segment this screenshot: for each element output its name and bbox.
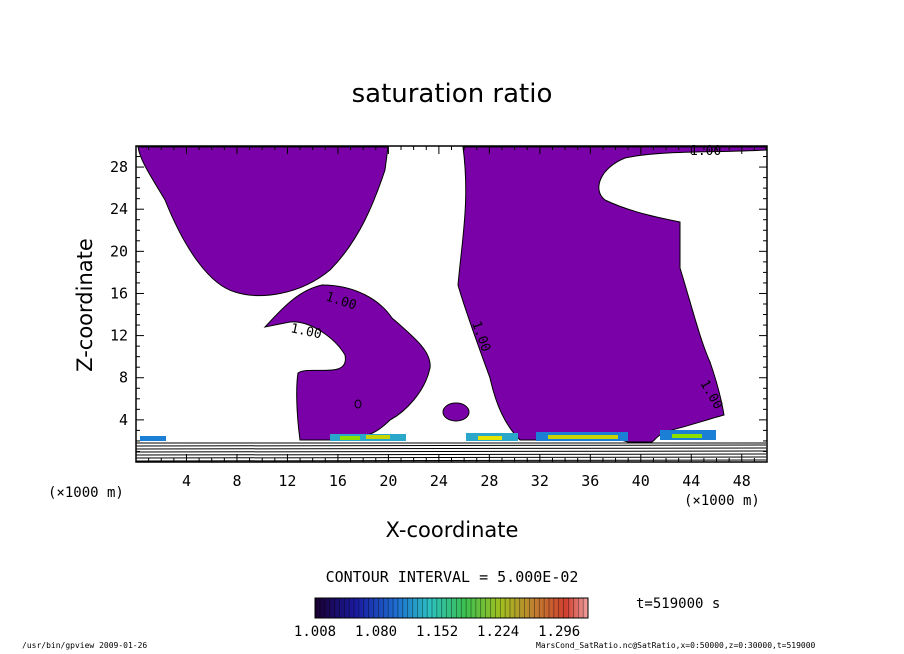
y-tick-label: 20	[110, 242, 128, 260]
time-label: t=519000 s	[636, 596, 720, 612]
y-tick-label: 4	[119, 411, 128, 429]
y-axis-label: Z-coordinate	[73, 238, 97, 372]
region-middle	[263, 284, 431, 441]
x-tick-label: 44	[682, 472, 700, 490]
x-tick-label: 4	[182, 472, 191, 490]
contour-label: 1.00	[289, 321, 323, 342]
x-tick-label: 12	[278, 472, 296, 490]
x-unit-left: (×1000 m)	[48, 485, 124, 501]
region-blob	[442, 402, 470, 422]
contour-label: 1.00	[690, 144, 721, 159]
x-tick-label: 20	[379, 472, 397, 490]
region-left	[137, 146, 389, 297]
x-tick-label: 48	[733, 472, 751, 490]
contour-interval: CONTOUR INTERVAL = 5.000E-02	[326, 568, 579, 586]
x-axis-label: X-coordinate	[386, 518, 519, 542]
plot-area: 1.00 1.00 1.00 1.00 1.00	[135, 144, 768, 463]
colorbar-stripes	[319, 598, 584, 618]
ground-patches	[140, 430, 716, 441]
footer-right: MarsCond_SatRatio.nc@SatRatio,x=0:50000,…	[536, 641, 816, 650]
y-tick-label: 12	[110, 327, 128, 345]
colorbar-tick-label: 1.080	[355, 624, 397, 640]
colorbar-tick-label: 1.224	[477, 624, 519, 640]
x-tick-label: 24	[430, 472, 448, 490]
chart-title: saturation ratio	[352, 79, 553, 109]
colorbar-tick-label: 1.296	[538, 624, 580, 640]
x-tick-label: 32	[531, 472, 549, 490]
colorbar-tick-label: 1.008	[294, 624, 336, 640]
x-axis: 4 8 12 16 20 24 28 32 36 40 44 48	[135, 146, 768, 490]
y-tick-label: 16	[110, 284, 128, 302]
y-tick-label: 28	[110, 158, 128, 176]
colorbar-ticks: 1.008 1.080 1.152 1.224 1.296	[294, 624, 580, 640]
region-dot	[354, 399, 362, 409]
x-tick-label: 16	[329, 472, 347, 490]
x-tick-label: 40	[632, 472, 650, 490]
x-tick-label: 28	[480, 472, 498, 490]
ground-contour-band	[135, 442, 767, 462]
footer-left: /usr/bin/gpview 2009-01-26	[22, 641, 148, 650]
y-axis: 4 8 12 16 20 24 28	[110, 145, 767, 463]
colorbar-tick-label: 1.152	[416, 624, 458, 640]
x-tick-label: 36	[581, 472, 599, 490]
y-tick-label: 24	[110, 200, 128, 218]
region-right	[457, 146, 767, 443]
y-tick-label: 8	[119, 369, 128, 387]
x-unit-right: (×1000 m)	[684, 493, 760, 509]
x-tick-label: 8	[232, 472, 241, 490]
